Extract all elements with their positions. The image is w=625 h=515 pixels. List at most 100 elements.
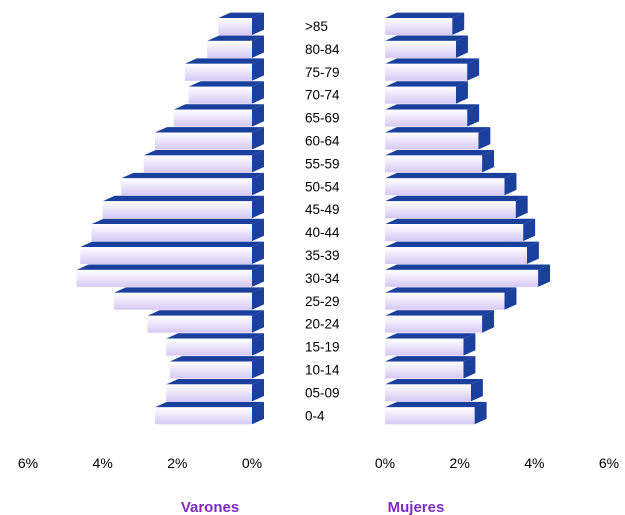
bar-front-face bbox=[385, 269, 539, 287]
age-label-45-49: 45-49 bbox=[305, 202, 340, 217]
age-label-20-24: 20-24 bbox=[305, 317, 340, 332]
bar-front-face bbox=[385, 338, 464, 356]
bar-side-face bbox=[252, 104, 264, 127]
age-label-05-09: 05-09 bbox=[305, 385, 340, 400]
bar-side-face bbox=[252, 35, 264, 58]
bar-front-face bbox=[385, 63, 468, 81]
bar-mujeres-80-84 bbox=[385, 35, 468, 58]
bar-side-face bbox=[504, 287, 517, 310]
bar-varones-20-24 bbox=[147, 310, 264, 333]
bar-side-face bbox=[252, 195, 264, 219]
x-tick-left: 0% bbox=[242, 455, 262, 471]
bar-side-face bbox=[252, 58, 264, 81]
bar-side-face bbox=[252, 333, 264, 356]
bar-side-face bbox=[252, 401, 264, 425]
bar-varones-60-64 bbox=[154, 127, 264, 150]
age-label-30-34: 30-34 bbox=[305, 271, 340, 286]
bar-front-face bbox=[80, 247, 253, 264]
bar-side-face bbox=[463, 333, 476, 356]
bar-front-face bbox=[385, 178, 505, 196]
bar-side-face bbox=[463, 356, 476, 379]
bar-front-face bbox=[385, 155, 483, 173]
bar-front-face bbox=[385, 384, 471, 402]
age-label-10-14: 10-14 bbox=[305, 363, 340, 378]
bar-side-face bbox=[252, 241, 264, 264]
bar-top-face bbox=[166, 379, 264, 385]
varones-bars bbox=[76, 12, 265, 425]
bar-varones-55-59 bbox=[143, 150, 264, 173]
bar-front-face bbox=[385, 315, 483, 333]
bar-front-face bbox=[76, 269, 253, 287]
bar-side-face bbox=[482, 310, 495, 333]
bar-top-face bbox=[385, 12, 465, 18]
bar-varones-35-39 bbox=[80, 241, 265, 264]
bar-front-face bbox=[166, 338, 252, 356]
bar-front-face bbox=[385, 132, 479, 150]
bar-side-face bbox=[455, 81, 468, 104]
bar-top-face bbox=[173, 104, 264, 110]
bar-mujeres-50-54 bbox=[385, 172, 517, 196]
age-label-80-84: 80-84 bbox=[305, 42, 340, 57]
bar-top-face bbox=[147, 310, 264, 316]
bar-top-face bbox=[385, 264, 551, 270]
bar-varones->85 bbox=[218, 12, 264, 35]
bar-side-face bbox=[252, 172, 264, 196]
bar-front-face bbox=[385, 18, 453, 35]
bar-mujeres-75-79 bbox=[385, 58, 480, 81]
bar-front-face bbox=[385, 407, 475, 425]
bar-front-face bbox=[188, 86, 252, 104]
bar-front-face bbox=[173, 109, 252, 127]
age-label-70-74: 70-74 bbox=[305, 88, 340, 103]
bar-top-face bbox=[385, 356, 476, 362]
bar-top-face bbox=[80, 241, 265, 247]
bar-side-face bbox=[252, 150, 264, 173]
bar-top-face bbox=[385, 241, 539, 247]
age-label-25-29: 25-29 bbox=[305, 294, 340, 309]
legend-mujeres: Mujeres bbox=[388, 499, 445, 515]
bar-front-face bbox=[184, 63, 252, 81]
bar-top-face bbox=[91, 218, 264, 225]
age-group-labels: >85 80-84 75-79 70-74 65-69 60-64 55-59 50-54 45… bbox=[305, 19, 340, 423]
age-label-15-19: 15-19 bbox=[305, 340, 340, 355]
x-tick-left: 2% bbox=[167, 455, 187, 471]
bar-side-face bbox=[252, 12, 264, 35]
bar-side-face bbox=[252, 310, 264, 333]
bar-top-face bbox=[188, 81, 264, 87]
bar-side-face bbox=[252, 218, 264, 242]
bar-front-face bbox=[113, 292, 252, 310]
x-tick-right: 2% bbox=[450, 455, 470, 471]
bar-top-face bbox=[154, 401, 264, 408]
bar-top-face bbox=[143, 150, 264, 156]
bar-top-face bbox=[207, 35, 264, 41]
bar-side-face bbox=[252, 81, 264, 104]
bar-mujeres->85 bbox=[385, 12, 465, 35]
bar-mujeres-10-14 bbox=[385, 356, 476, 379]
bar-varones-50-54 bbox=[121, 172, 264, 196]
bar-top-face bbox=[184, 58, 264, 64]
age-label-0-4: 0-4 bbox=[305, 408, 325, 423]
bar-side-face bbox=[526, 241, 539, 264]
age-label-40-44: 40-44 bbox=[305, 225, 340, 240]
bar-side-face bbox=[478, 127, 491, 150]
bar-varones-30-34 bbox=[76, 264, 265, 287]
mujeres-bars bbox=[385, 12, 551, 425]
bar-varones-15-19 bbox=[166, 333, 264, 356]
bar-top-face bbox=[385, 195, 528, 202]
bar-top-face bbox=[169, 356, 264, 362]
bar-varones-65-69 bbox=[173, 104, 264, 127]
bar-top-face bbox=[385, 333, 476, 339]
bar-side-face bbox=[474, 401, 487, 425]
bar-varones-0-4 bbox=[154, 401, 264, 425]
bar-varones-45-49 bbox=[102, 195, 265, 219]
bar-mujeres-60-64 bbox=[385, 127, 491, 150]
legend-varones: Varones bbox=[181, 499, 239, 515]
bar-varones-10-14 bbox=[169, 356, 264, 379]
bar-varones-40-44 bbox=[91, 218, 264, 242]
bar-side-face bbox=[482, 150, 495, 173]
bar-mujeres-55-59 bbox=[385, 150, 495, 173]
bar-top-face bbox=[385, 104, 480, 110]
bar-top-face bbox=[113, 287, 264, 293]
bar-varones-75-79 bbox=[184, 58, 264, 81]
bar-top-face bbox=[385, 150, 495, 156]
